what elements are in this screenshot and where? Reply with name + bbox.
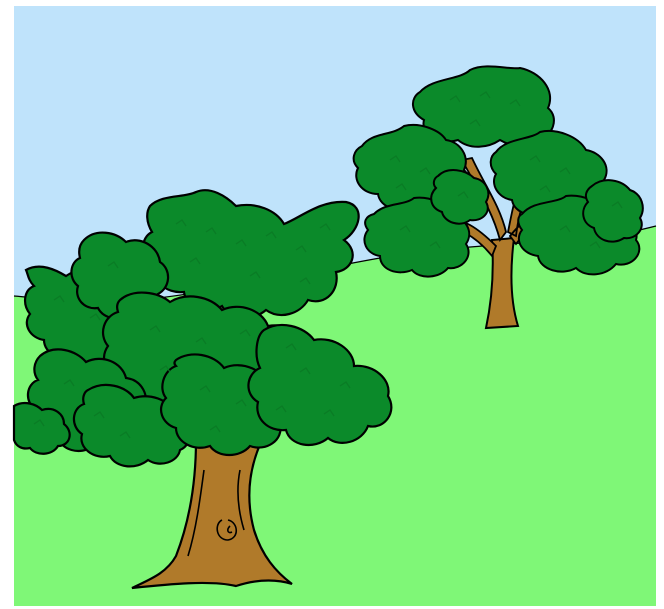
small-tree-texture	[389, 91, 623, 249]
large-tree	[12, 189, 393, 590]
large-tree-texture	[33, 219, 351, 439]
small-tree-foliage	[352, 65, 644, 278]
small-tree	[352, 65, 644, 330]
large-tree-bark-lines	[187, 469, 245, 557]
large-tree-foliage	[12, 189, 393, 468]
small-tree-trunk	[484, 236, 520, 330]
large-tree-trunk	[131, 438, 293, 590]
